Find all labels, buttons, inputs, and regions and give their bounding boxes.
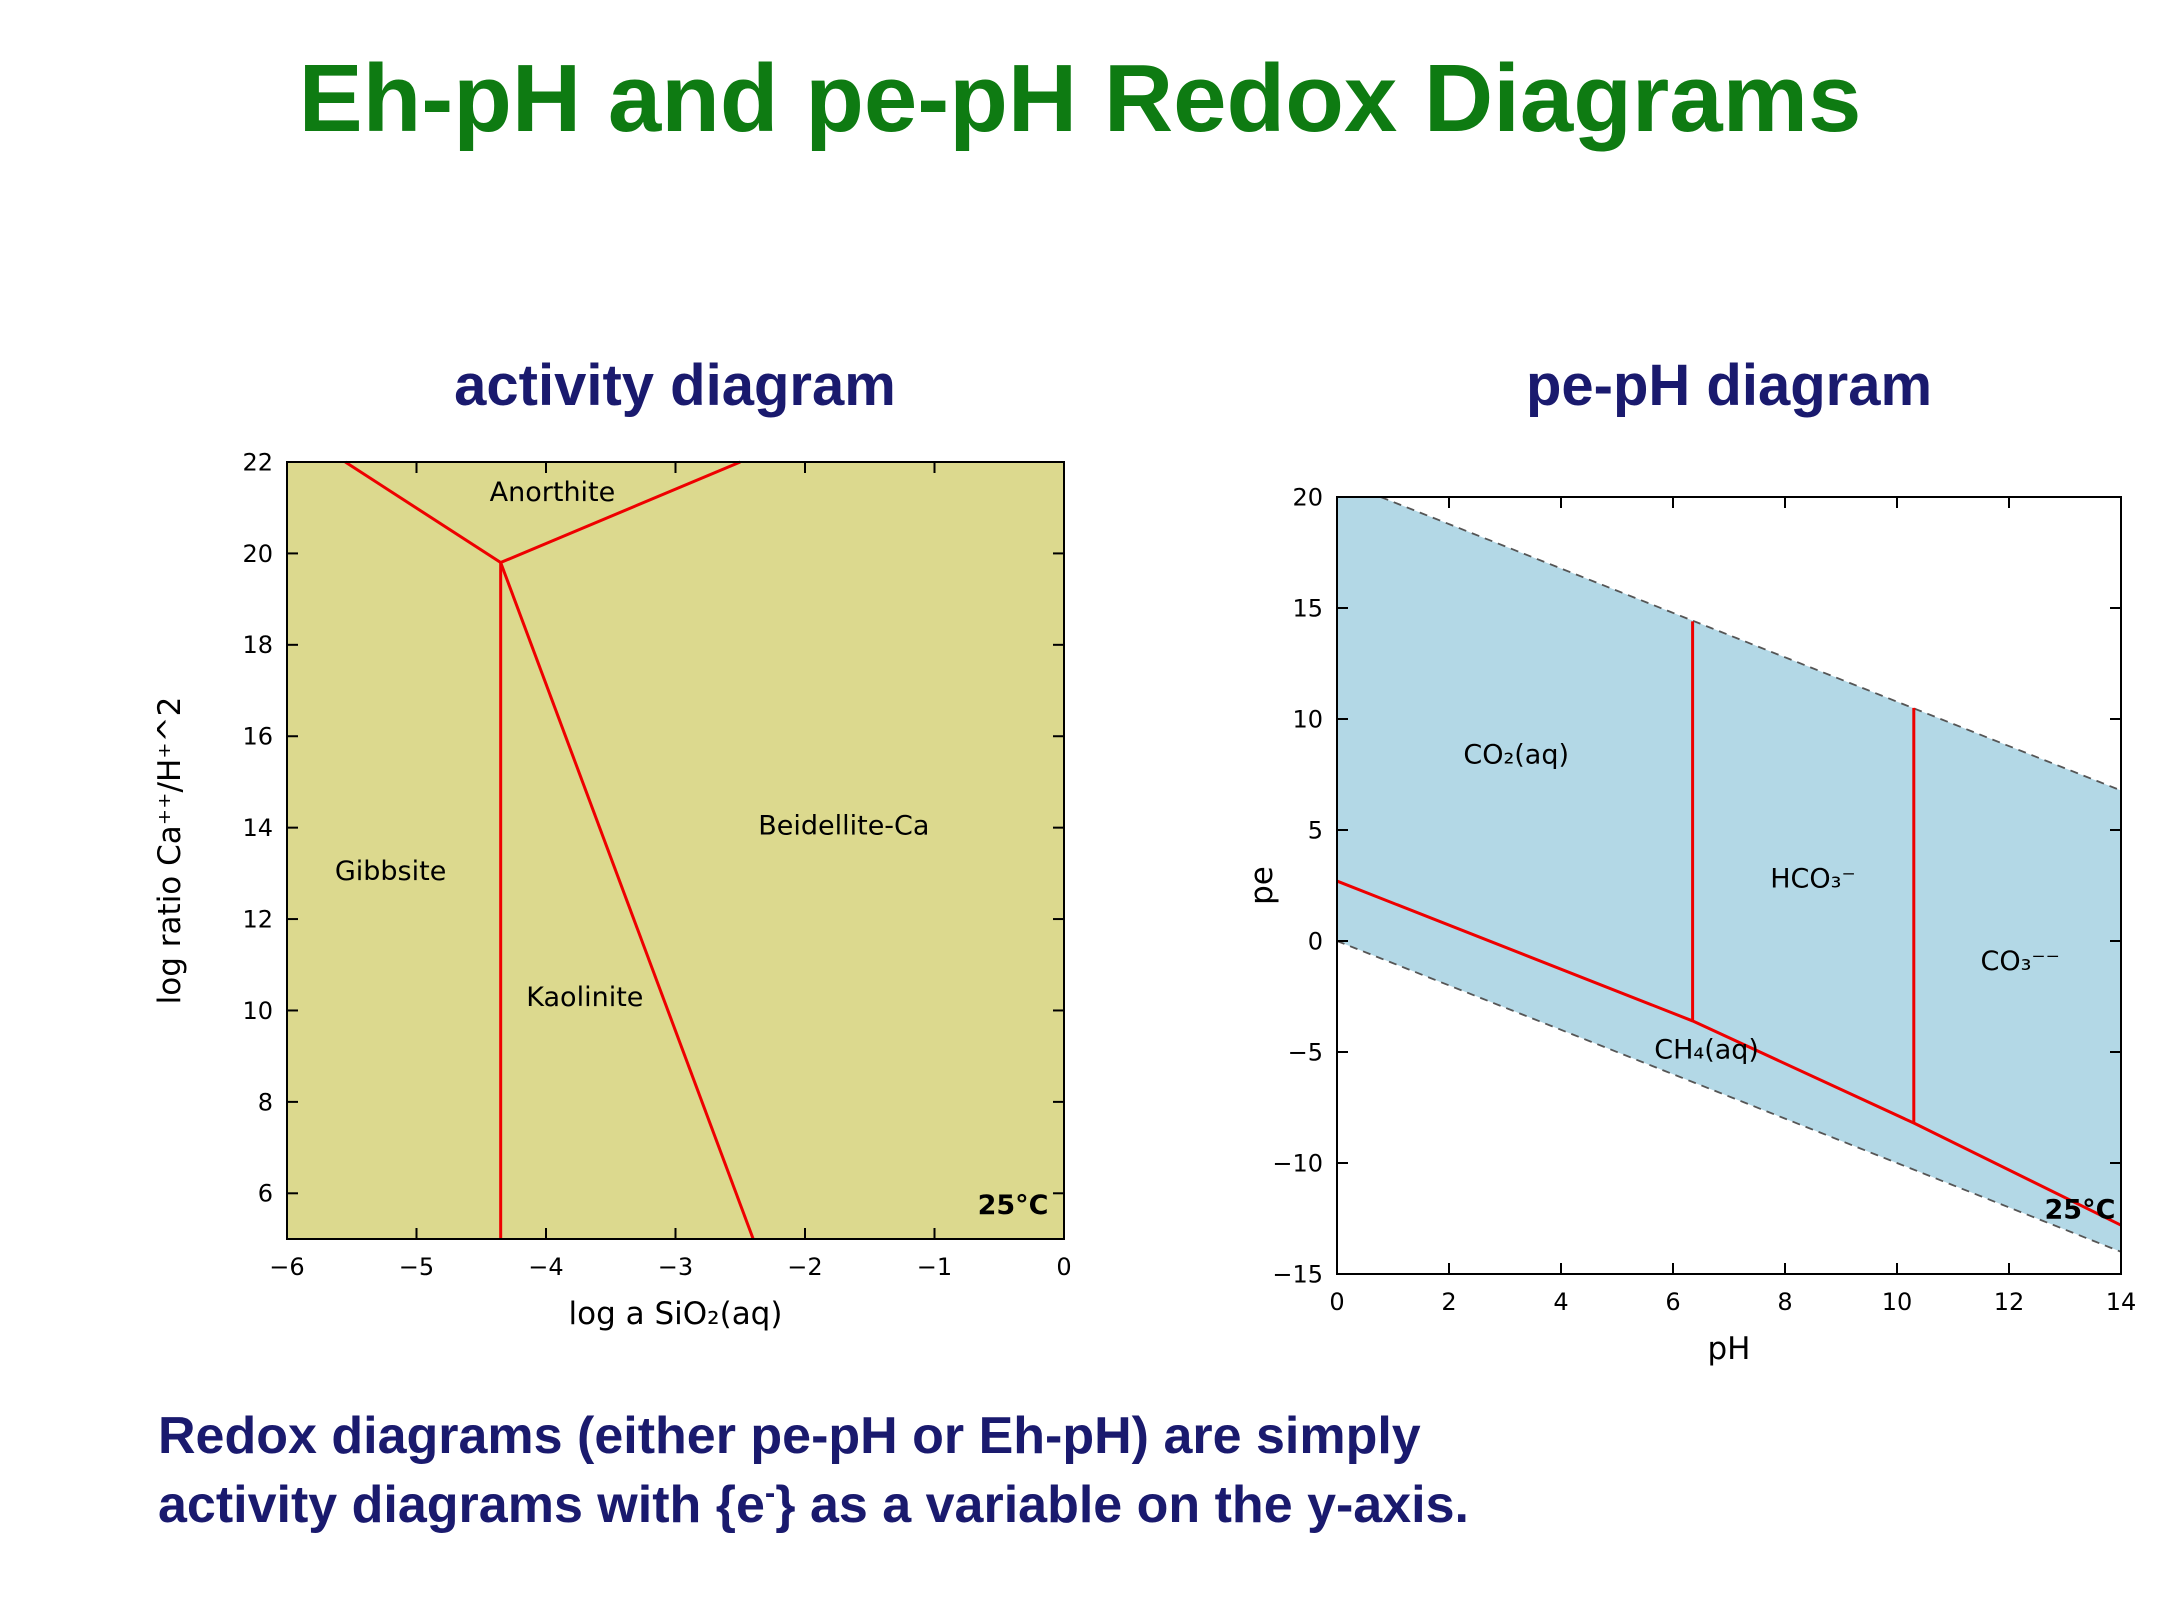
y-tick-label: 0 <box>1308 927 1323 955</box>
x-tick-label: −2 <box>787 1253 822 1281</box>
x-tick-label: 0 <box>1329 1288 1344 1316</box>
pe-ph-diagram-chart: 0 2 4 6 8 10 12 14 −15 −10 −5 0 5 10 15 20 CO₂(aq) HCO₃⁻ C… <box>1244 483 2137 1367</box>
y-tick-label: −5 <box>1288 1038 1323 1066</box>
region-label: CH₄(aq) <box>1654 1035 1759 1066</box>
kaolinite-beidellite-boundary <box>499 562 755 1240</box>
region-label: Gibbsite <box>335 856 446 887</box>
gibbsite-anorthite-boundary <box>344 460 502 564</box>
caption-line-1: Redox diagrams (either pe-pH or Eh-pH) a… <box>158 1402 2058 1471</box>
activity-diagram-chart: −6 −5 −4 −3 −2 −1 0 6 8 10 12 14 16 18 20 22 Anorthite Gi… <box>152 448 1072 1332</box>
y-axis-label: pe <box>1244 866 1280 905</box>
region-label: 25°C <box>2045 1195 2116 1226</box>
y-axis-label: log ratio Ca⁺⁺/H⁺^2 <box>152 697 188 1005</box>
y-tick-label: 15 <box>1292 594 1323 622</box>
x-tick-label: 2 <box>1441 1288 1456 1316</box>
pe-ph-diagram-heading: pe-pH diagram <box>1525 353 1933 418</box>
caption-superscript: - <box>764 1475 776 1511</box>
y-tick-label: 20 <box>242 540 273 568</box>
caption-line-2: activity diagrams with {e-} as a variabl… <box>158 1471 2058 1540</box>
axes-frame <box>1336 496 2122 1275</box>
slide-title: Eh-pH and pe-pH Redox Diagrams <box>298 45 1862 152</box>
y-tick-label: 18 <box>242 631 273 659</box>
x-axis-label: log a SiO₂(aq) <box>569 1296 783 1332</box>
region-label: CO₂(aq) <box>1463 739 1569 770</box>
y-tick-label: −15 <box>1272 1260 1323 1288</box>
region-label: Beidellite-Ca <box>758 811 929 842</box>
y-tick-label: 22 <box>242 448 273 476</box>
x-tick-label: 12 <box>1994 1288 2025 1316</box>
x-tick-label: −5 <box>399 1253 434 1281</box>
y-tick-label: 10 <box>242 997 273 1025</box>
region-label: 25°C <box>978 1190 1049 1221</box>
o2-h2o-stability-limit <box>1380 496 2122 792</box>
caption-text: Redox diagrams (either pe-pH or Eh-pH) a… <box>158 1407 1421 1465</box>
x-tick-label: 6 <box>1665 1288 1680 1316</box>
y-tick-label: 5 <box>1308 816 1323 844</box>
region-label: CO₃⁻⁻ <box>1980 946 2059 977</box>
x-tick-label: −1 <box>917 1253 952 1281</box>
anorthite-beidellite-boundary <box>500 460 741 564</box>
y-tick-label: 6 <box>258 1180 273 1208</box>
y-tick-label: 12 <box>242 905 273 933</box>
x-axis-label: pH <box>1708 1331 1751 1367</box>
x-tick-label: 0 <box>1056 1253 1071 1281</box>
x-tick-label: −4 <box>528 1253 563 1281</box>
water-stability-field <box>1337 497 2121 1252</box>
x-tick-label: −6 <box>269 1253 304 1281</box>
plot-background <box>287 462 1064 1239</box>
y-tick-label: 16 <box>242 723 273 751</box>
x-tick-label: 10 <box>1882 1288 1913 1316</box>
y-tick-label: 10 <box>1292 705 1323 733</box>
caption-text: } as a variable on the y-axis. <box>775 1475 1469 1534</box>
caption: Redox diagrams (either pe-pH or Eh-pH) a… <box>158 1402 2058 1539</box>
y-tick-label: 8 <box>258 1088 273 1116</box>
h2-h2o-stability-limit <box>1336 940 2122 1253</box>
caption-text: activity diagrams with {e <box>158 1475 765 1534</box>
y-tick-label: 20 <box>1292 483 1323 511</box>
x-tick-label: 4 <box>1553 1288 1568 1316</box>
region-label: Kaolinite <box>526 982 643 1013</box>
co2-ch4-boundary <box>1336 879 2122 1227</box>
x-tick-label: −3 <box>658 1253 693 1281</box>
y-tick-label: −10 <box>1272 1149 1323 1177</box>
x-tick-label: 8 <box>1777 1288 1792 1316</box>
y-tick-label: 14 <box>242 814 273 842</box>
activity-diagram-heading: activity diagram <box>454 353 896 418</box>
region-label: Anorthite <box>490 477 616 508</box>
region-label: HCO₃⁻ <box>1770 864 1855 895</box>
x-tick-label: 14 <box>2106 1288 2137 1316</box>
